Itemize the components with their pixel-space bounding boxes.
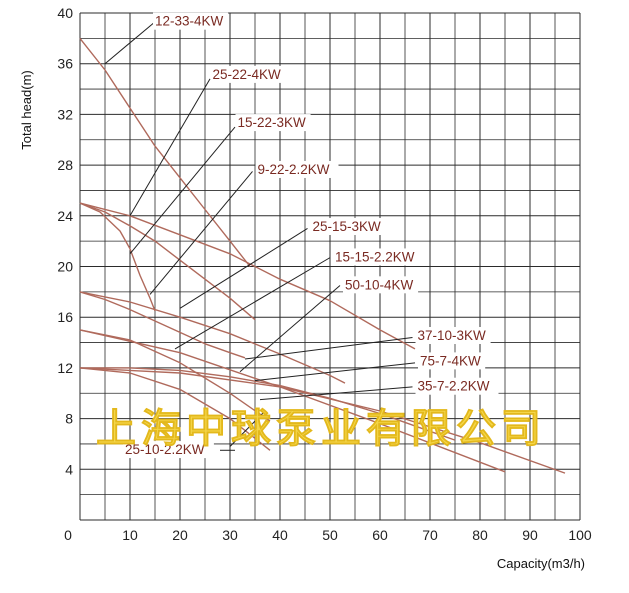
x-tick-label: 100 [568,527,592,543]
curve-12-33-4kw [79,37,251,267]
y-tick-label: 36 [57,56,73,72]
curve-label: 50-10-4KW [345,277,414,292]
curve-25-15-3kw [79,291,346,384]
curve-label-background [123,441,214,459]
leader-line [254,362,416,382]
curve-label: 15-22-3KW [238,115,307,130]
x-axis-title: Capacity(m3/h) [497,556,585,571]
curve-label-group: 15-15-2.2KW [333,248,424,266]
curve-15-15-2_2kw [79,291,246,359]
curve-label: 25-22-4KW [213,67,282,82]
curve-25-10-2_2kw [79,367,271,451]
leader-line [174,257,331,350]
curve-label-background [333,248,424,266]
curve-35-7-2_2kw [79,329,271,422]
y-tick-label: 16 [57,309,73,325]
curve-labels: 12-33-4KW 25-22-4KW 15-22-3KW 9-22-2.2KW 25-… [123,12,499,459]
curve-label-background [415,327,491,345]
y-tick-label: 32 [57,106,73,122]
y-tick-label: 40 [57,5,73,21]
curve-9-22-2_2kw [79,202,156,312]
curve-label-group: 12-33-4KW [153,12,229,30]
y-tick-labels: 4 8 12 16 20 24 28 32 36 40 [57,5,73,477]
curve-label-group: 75-7-4KW [418,352,486,370]
curve-label: 37-10-3KW [418,328,487,343]
leader-line [229,410,266,447]
curve-15-22-3kw [79,202,256,321]
x-tick-labels: 0 10 20 30 40 50 60 70 80 90 100 [64,527,592,543]
y-tick-label: 20 [57,259,73,275]
curve-label-group: 35-7-2.2KW [415,377,499,395]
x-tick-label: 50 [322,527,338,543]
x-tick-label: 0 [64,527,72,543]
curve-label-group: 25-15-3KW [310,218,386,236]
curve-label-group: 15-22-3KW [235,114,311,132]
x-tick-label: 20 [172,527,188,543]
curve-label: 75-7-4KW [420,353,481,368]
curve-label: 25-15-3KW [313,219,382,234]
curve-label-background [255,160,339,178]
leader-line [244,336,413,360]
curve-label-group: 9-22-2.2KW [255,160,339,178]
curve-label-background [153,12,229,30]
curve-37-10-3kw [80,367,456,441]
curve-label-group: 37-10-3KW [415,327,491,345]
curve-label-background [343,276,419,294]
y-tick-label: 8 [65,411,73,427]
y-tick-label: 24 [57,208,73,224]
performance-curves [79,37,566,474]
curve-label-group: 50-10-4KW [343,276,419,294]
grid [79,12,581,521]
curve-label: 9-22-2.2KW [258,162,330,177]
curve-25-22-4kw [79,202,416,350]
y-tick-label: 4 [65,461,73,477]
leader-line [259,386,413,401]
curve-label: 35-7-2.2KW [418,379,490,394]
y-tick-label: 28 [57,157,73,173]
curve-label-background [235,114,311,132]
curve-label-group: 25-22-4KW [210,65,286,83]
leader-line [129,78,211,217]
x-tick-label: 40 [272,527,288,543]
curve-label-background [310,218,386,236]
label-leader-lines [104,21,416,451]
x-tick-label: 30 [222,527,238,543]
x-tick-label: 70 [422,527,438,543]
curve-label-background [210,65,286,83]
x-tick-label: 10 [122,527,138,543]
curve-label: 12-33-4KW [155,14,224,29]
curve-label: 15-15-2.2KW [335,249,415,264]
leader-line [104,21,156,65]
x-tick-label: 80 [472,527,488,543]
company-watermark: 上海中球泵业有限公司 [96,405,546,452]
curve-75-7-4kw [79,329,506,473]
curve-label-group: 25-10-2.2KW [123,441,214,459]
leader-line [149,171,253,295]
leader-line [179,228,308,309]
curve-label-background [415,377,499,395]
curve-label-background [418,352,486,370]
leader-line [129,126,236,255]
y-tick-label: 12 [57,360,73,376]
curve-label: 25-10-2.2KW [125,442,205,457]
x-tick-label: 60 [372,527,388,543]
x-tick-label: 90 [522,527,538,543]
y-axis-title: Total head(m) [19,70,34,149]
